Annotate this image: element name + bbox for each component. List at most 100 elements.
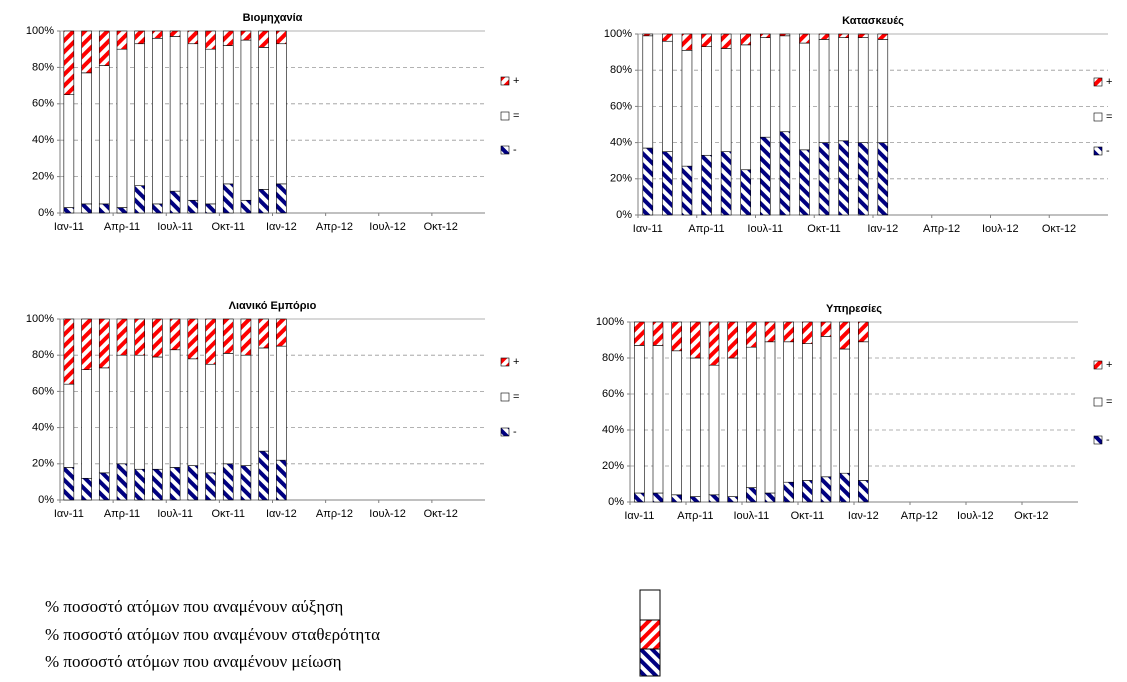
bar-segment [116, 463, 128, 501]
bar-segment [152, 37, 163, 205]
bar-segment [727, 496, 738, 503]
x-tick-label: Ιαν-12 [266, 508, 297, 520]
y-tick-label: 80% [610, 64, 632, 76]
bar-segment [877, 142, 889, 216]
bar-segment [671, 494, 682, 503]
bar-segment [134, 354, 145, 470]
bar-segment [740, 169, 752, 216]
bar-segment [634, 345, 645, 494]
y-tick-label: 100% [596, 316, 624, 328]
bar-segment [642, 35, 654, 149]
bar-segment [258, 189, 269, 214]
x-tick-label: Ιαν-12 [266, 221, 297, 233]
bar-segment [116, 30, 128, 50]
bar-segment [858, 480, 869, 503]
legend-label: - [513, 426, 517, 438]
bar-segment [187, 30, 199, 45]
x-tick-label: Ιαν-11 [54, 508, 84, 520]
legend-swatch [500, 427, 510, 437]
x-tick-label: Ιουλ-11 [157, 221, 193, 233]
bar-segment [720, 33, 732, 49]
x-tick-label: Οκτ-12 [424, 221, 458, 233]
bar-segment [63, 30, 75, 96]
bar-segment [740, 33, 752, 46]
bar-segment [152, 356, 163, 470]
bar-segment [81, 203, 92, 214]
legend-swatch [500, 145, 510, 155]
legend-label: + [1106, 76, 1112, 88]
bar-segment [169, 467, 181, 501]
bar-segment [152, 203, 163, 214]
x-tick-label: Ιουλ-12 [982, 223, 1019, 235]
bar-segment [63, 383, 75, 468]
bar-segment [222, 183, 234, 214]
legend-label: = [1106, 111, 1112, 123]
bar-segment [802, 480, 813, 503]
bar-segment [169, 318, 181, 351]
bar-segment [818, 39, 830, 143]
y-tick-label: 80% [602, 352, 624, 364]
bar-segment [759, 33, 771, 38]
bar-segment [802, 343, 813, 481]
bar-segment [746, 346, 757, 488]
chart-title: Υπηρεσίες [826, 303, 882, 315]
legend-label: + [513, 356, 519, 368]
legend-label: - [513, 144, 517, 156]
bar-segment [690, 357, 701, 497]
y-tick-label: 40% [32, 422, 54, 434]
bar-segment [205, 472, 216, 501]
bar-segment [81, 477, 92, 501]
bar-segment [98, 65, 110, 205]
bar-segment [820, 336, 832, 478]
bar-segment [652, 321, 664, 346]
bar-segment [134, 43, 145, 187]
bar-segment [799, 149, 810, 216]
bar-segment [857, 142, 869, 216]
y-tick-label: 100% [26, 25, 54, 37]
bar-segment [205, 363, 216, 474]
footer-line: % ποσοστό ατόμων που αναμένουν αύξηση [45, 597, 343, 616]
footer-line: % ποσοστό ατόμων που αναμένουν σταθερότη… [45, 625, 380, 644]
bar-segment [720, 151, 732, 216]
x-tick-label: Ιουλ-11 [747, 223, 783, 235]
bar-segment [708, 364, 720, 496]
y-tick-label: 80% [32, 61, 54, 73]
bar-segment [116, 207, 128, 214]
x-tick-label: Απρ-12 [316, 508, 353, 520]
bar-segment [690, 321, 701, 359]
bar-segment [727, 357, 738, 497]
bar-segment [652, 345, 664, 494]
bar-segment [276, 43, 287, 185]
bar-segment [169, 190, 181, 214]
x-tick-label: Οκτ-12 [424, 508, 458, 520]
bar-segment [222, 463, 234, 501]
bar-segment [642, 33, 654, 37]
bar-segment [783, 341, 794, 483]
bar-segment [98, 367, 110, 474]
bar-segment [240, 199, 252, 214]
bar-segment [152, 30, 163, 39]
bar-segment [222, 30, 234, 46]
bar-segment [746, 487, 757, 503]
bar-segment [134, 318, 145, 356]
bar-segment [98, 472, 110, 501]
bar-segment [276, 318, 287, 347]
x-tick-label: Ιαν-11 [633, 223, 663, 235]
legend-swatch [1093, 435, 1103, 445]
legend-label: = [513, 110, 519, 122]
bar-segment [779, 33, 791, 37]
bar-segment [134, 185, 145, 214]
legend-label: + [1106, 359, 1112, 371]
bar-segment [662, 33, 673, 42]
y-tick-label: 0% [616, 209, 632, 221]
bar-segment [116, 318, 128, 356]
bar-segment [642, 147, 654, 216]
bar-segment [799, 42, 810, 151]
bar-segment [187, 358, 199, 466]
bar-segment [81, 30, 92, 74]
bar-segment [258, 347, 269, 452]
bar-segment [740, 44, 752, 171]
bar-segment [152, 468, 163, 501]
y-tick-label: 80% [32, 349, 54, 361]
bar-segment [98, 203, 110, 214]
